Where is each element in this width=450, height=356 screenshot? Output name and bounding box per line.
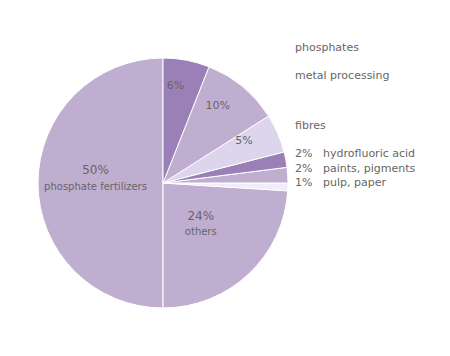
svg-text:1%: 1%	[295, 176, 312, 189]
svg-text:24%: 24%	[187, 209, 214, 223]
svg-text:phosphate fertilizers: phosphate fertilizers	[44, 181, 147, 192]
svg-text:2%: 2%	[295, 162, 312, 175]
svg-text:6%: 6%	[167, 79, 184, 92]
svg-text:5%: 5%	[235, 134, 252, 147]
svg-text:paints, pigments: paints, pigments	[323, 162, 416, 175]
svg-text:50%: 50%	[82, 163, 109, 177]
svg-text:fibres: fibres	[295, 119, 326, 132]
svg-text:2%: 2%	[295, 147, 312, 160]
svg-text:phosphates: phosphates	[295, 41, 359, 54]
svg-text:metal processing: metal processing	[295, 69, 389, 82]
svg-text:hydrofluoric acid: hydrofluoric acid	[323, 147, 415, 160]
svg-text:10%: 10%	[206, 99, 230, 112]
svg-text:others: others	[185, 226, 217, 237]
svg-text:pulp, paper: pulp, paper	[323, 176, 386, 189]
